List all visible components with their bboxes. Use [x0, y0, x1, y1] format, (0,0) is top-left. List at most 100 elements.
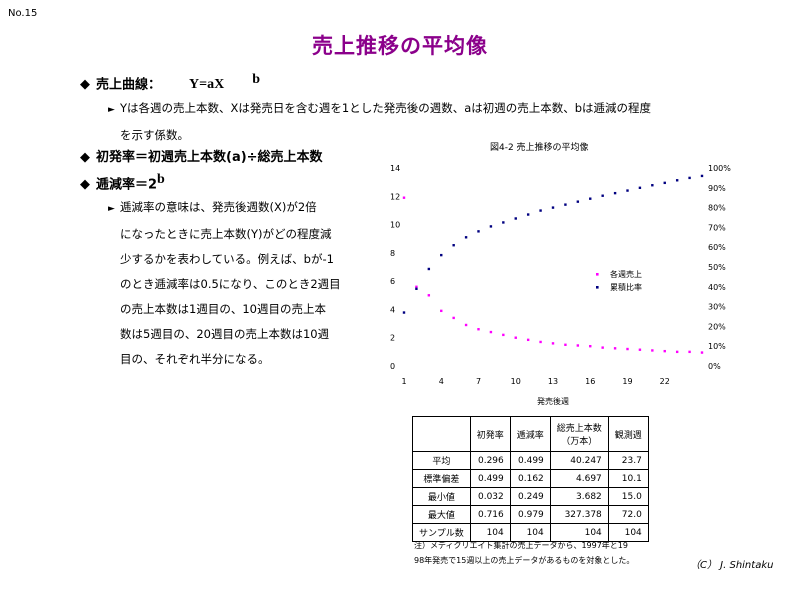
table-row: 最小値 0.032 0.249 3.682 15.0 [412, 487, 649, 506]
cumulative-ratio-point [675, 179, 679, 182]
cumulative-ratio-point [688, 176, 691, 180]
y-right-tick-label: 90% [708, 184, 726, 193]
cumulative-ratio-point [613, 191, 617, 195]
x-tick-label: 22 [660, 377, 670, 386]
cumulative-ratio-point [526, 213, 530, 216]
table-cell: 0.162 [509, 469, 551, 488]
decay-desc-line: 目の、それぞれ半分になる。 [120, 352, 270, 366]
triangle-bullet-icon: ► [108, 105, 115, 115]
table-cell: 15.0 [607, 487, 649, 506]
weekly-sales-point [477, 328, 480, 331]
table-cell: 4.697 [549, 469, 609, 488]
cumulative-ratio-point [440, 253, 443, 257]
y-right-tick-label: 40% [708, 283, 726, 292]
bullet-sales-curve: ◆ 売上曲線： Y=aX b [80, 72, 260, 93]
decay-description: ► 逓減率の意味は、発売後週数(X)が2倍 になったときに売上本数(Y)がどの程度… [108, 195, 368, 372]
curve-exponent: b [252, 72, 261, 87]
y-left-tick-label: 2 [390, 334, 395, 343]
copyright: （C） J. Shintaku [690, 560, 774, 571]
cumulative-ratio-point [576, 200, 580, 203]
y-right-tick-label: 10% [708, 342, 726, 351]
weekly-sales-point [452, 316, 455, 320]
curve-formula: Y=aX [189, 77, 225, 93]
weekly-sales-point [427, 294, 431, 297]
table-cell: 0.296 [469, 451, 511, 470]
table-cell: 0.716 [469, 505, 511, 524]
y-left-tick-label: 12 [390, 192, 400, 201]
cumulative-ratio-point [415, 287, 418, 290]
cumulative-ratio-point [638, 186, 642, 189]
weekly-sales-point [415, 285, 418, 288]
weekly-sales-point [440, 309, 443, 313]
stats-header-cell [412, 416, 471, 452]
cumulative-ratio-point [601, 194, 604, 197]
curve-desc-line1: Yは各週の売上本数、Xは発売日を含む週を1とした発売後の週数、aは初週の売上本数… [120, 101, 652, 115]
weekly-sales-point [688, 350, 691, 354]
x-tick-label: 13 [548, 377, 558, 386]
decay-desc-line: 数は5週目の、20週目の売上本数は10週 [120, 327, 330, 341]
legend-label: 累積比率 [610, 282, 642, 292]
weekly-sales-point [576, 344, 580, 347]
stats-header-cell: 逓減率 [509, 416, 551, 452]
weekly-sales-point [675, 350, 679, 354]
cumulative-ratio-point [477, 230, 480, 233]
table-cell: 0.979 [509, 505, 551, 524]
row-label: 平均 [412, 451, 471, 470]
weekly-sales-point [514, 336, 517, 339]
decay-label: 逓減率＝2 [96, 177, 158, 193]
decay-desc-line: のとき逓減率は0.5になり、このとき2週目 [120, 277, 341, 291]
x-tick-label: 16 [585, 377, 595, 386]
x-tick-label: 19 [622, 377, 632, 386]
cumulative-ratio-point [452, 244, 455, 247]
cumulative-ratio-point [427, 267, 431, 271]
curve-desc-line2: を示す係数。 [120, 128, 189, 142]
y-right-tick-label: 60% [708, 243, 726, 252]
y-right-tick-label: 0% [708, 362, 721, 371]
y-left-tick-label: 0 [390, 362, 395, 371]
y-right-tick-label: 20% [708, 322, 726, 331]
cumulative-ratio-point [489, 225, 493, 228]
footnote-line: 98年発売で15週以上の売上データがあるものを対象とした。 [414, 556, 635, 565]
slide-title: 売上推移の平均像 [312, 34, 488, 58]
diamond-bullet-icon: ◆ [80, 77, 90, 93]
y-left-tick-label: 10 [390, 221, 400, 230]
table-row: 最大値 0.716 0.979 327.378 72.0 [412, 505, 649, 524]
weekly-sales-point [601, 346, 604, 349]
legend-label: 各週売上 [610, 269, 642, 279]
stats-header-row: 初発率 逓減率 総売上本数 （万本） 観測週 [412, 416, 649, 452]
first-rate-text: 初発率＝初週売上本数(a)÷総売上本数 [96, 150, 323, 165]
weekly-sales-point [651, 349, 654, 352]
table-cell: 0.499 [509, 451, 551, 470]
diamond-bullet-icon: ◆ [80, 177, 90, 193]
stats-header-cell: 観測週 [607, 416, 649, 452]
cumulative-ratio-point [551, 206, 555, 209]
table-cell: 23.7 [607, 451, 649, 470]
stats-table: 初発率 逓減率 総売上本数 （万本） 観測週 平均 0.296 0.499 40… [412, 416, 649, 542]
decay-exponent: b [157, 172, 165, 187]
cumulative-ratio-point [514, 217, 517, 220]
table-row: サンプル数 104 104 104 104 [412, 523, 649, 542]
x-tick-label: 4 [439, 377, 444, 386]
weekly-sales-point [489, 330, 493, 334]
y-left-tick-label: 8 [390, 249, 395, 258]
weekly-sales-point [526, 338, 530, 342]
y-left-tick-label: 14 [390, 164, 400, 173]
row-label: 最小値 [412, 487, 471, 506]
cumulative-ratio-point [626, 189, 629, 192]
weekly-sales-point [638, 348, 642, 351]
row-label: 最大値 [412, 505, 471, 524]
table-cell: 104 [607, 523, 649, 542]
y-right-tick-label: 100% [708, 164, 731, 173]
cumulative-ratio-point [464, 236, 468, 239]
sales-trend-chart: 図4-2 売上推移の平均像024681012140%10%20%30%40%50… [390, 141, 731, 406]
weekly-sales-point [700, 351, 704, 354]
table-cell: 104 [509, 523, 551, 542]
table-cell: 0.499 [469, 469, 511, 488]
weekly-sales-point [502, 333, 505, 337]
weekly-sales-point [589, 345, 592, 348]
table-cell: 3.682 [549, 487, 609, 506]
weekly-sales-point [464, 323, 468, 327]
decay-desc-line: 少するかを表わしている。例えば、bが-1 [120, 252, 334, 266]
table-cell: 10.1 [607, 469, 649, 488]
slide-number: No.15 [8, 8, 38, 19]
